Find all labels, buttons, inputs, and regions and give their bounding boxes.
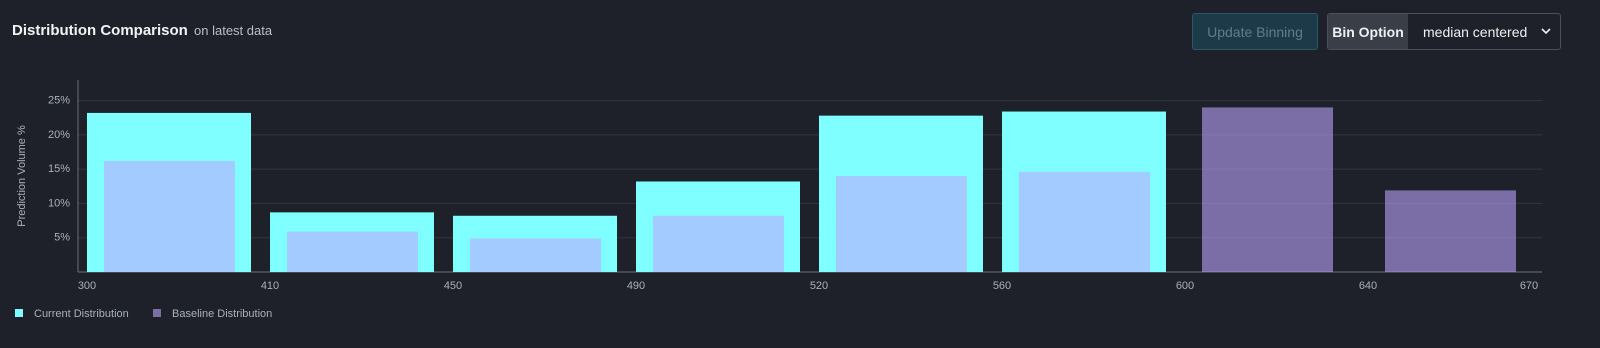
baseline-bar: [1385, 190, 1516, 272]
baseline-bar: [1202, 107, 1333, 272]
y-tick-label: 5%: [54, 232, 70, 244]
baseline-bar: [287, 231, 418, 272]
y-tick-label: 25%: [48, 94, 70, 106]
legend-swatch: [15, 309, 23, 317]
subtitle: on latest data: [194, 23, 273, 38]
update-button[interactable]: Update Binning: [1192, 13, 1318, 50]
baseline-bar: [104, 160, 235, 272]
title: Distribution Comparison: [12, 22, 188, 39]
baseline-bar: [653, 215, 784, 272]
baseline-bar: [470, 238, 601, 272]
chevron: [1541, 28, 1551, 35]
x-tick-label: 600: [1176, 280, 1194, 292]
legend-label: Baseline Distribution: [172, 308, 272, 320]
x-tick-label: 410: [261, 280, 279, 292]
y-tick-label: 10%: [48, 197, 70, 209]
header-title: Distribution Comparison on latest data: [12, 22, 272, 39]
legend-swatch: [153, 309, 161, 317]
y-tick-label: 20%: [48, 129, 70, 141]
bin-option-label: Bin Option: [1328, 14, 1408, 49]
x-tick-label: 490: [627, 280, 645, 292]
x-tick-label: 640: [1359, 280, 1377, 292]
legend-label: Current Distribution: [34, 308, 129, 320]
bin-option-value: median centered: [1423, 23, 1528, 40]
y-tick-label: 15%: [48, 163, 70, 175]
x-tick-label: 300: [78, 280, 96, 292]
x-tick-label: 560: [993, 280, 1011, 292]
baseline-bar: [836, 176, 967, 272]
x-tick-label: 450: [444, 280, 462, 292]
baseline-bar: [1019, 171, 1150, 272]
y-axis-label: Prediction Volume %: [16, 125, 28, 227]
x-tick-label: 520: [810, 280, 828, 292]
bin-option-select[interactable]: median centered: [1408, 14, 1560, 49]
bin-option[interactable]: Bin Option median centered: [1327, 13, 1561, 50]
x-tick-label: 670: [1520, 280, 1538, 292]
